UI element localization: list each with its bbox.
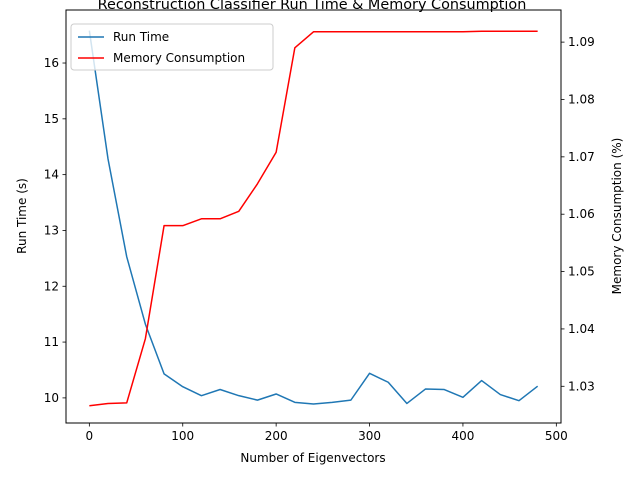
legend-box <box>70 23 274 71</box>
y-right-tick-label: 1.06 <box>568 207 595 221</box>
legend-label: Memory Consumption <box>113 51 245 65</box>
y-right-tick-label: 1.09 <box>568 35 595 49</box>
x-axis-title: Number of Eigenvectors <box>240 451 385 465</box>
y-left-tick-label: 12 <box>44 279 59 293</box>
x-tick-label: 500 <box>545 429 568 443</box>
y-left-tick-label: 16 <box>44 56 59 70</box>
y-left-tick-label: 11 <box>44 335 59 349</box>
chart-title: Reconstruction Classifier Run Time & Mem… <box>98 0 527 13</box>
legend-label: Run Time <box>113 30 169 44</box>
x-tick-label: 100 <box>171 429 194 443</box>
y-right-tick-label: 1.03 <box>568 379 595 393</box>
x-tick-label: 0 <box>86 429 94 443</box>
y-left-tick-label: 15 <box>44 112 59 126</box>
y-right-tick-label: 1.08 <box>568 92 595 106</box>
x-tick-label: 300 <box>358 429 381 443</box>
plot-frame <box>65 9 562 424</box>
y-left-tick-label: 10 <box>44 391 59 405</box>
y-right-tick-label: 1.05 <box>568 265 595 279</box>
legend: Run Time Memory Consumption <box>70 23 274 71</box>
y-axis-right-title: Memory Consumption (%) <box>610 138 624 295</box>
y-left-tick-label: 14 <box>44 168 59 182</box>
series-line-memory-consumption <box>89 30 538 407</box>
y-right-tick-label: 1.07 <box>568 150 595 164</box>
x-axis: 0 100 200 300 400 500 <box>86 423 568 443</box>
plot-area <box>88 30 539 407</box>
y-right-tick-label: 1.04 <box>568 322 595 336</box>
y-left-tick-label: 13 <box>44 223 59 237</box>
x-tick-label: 400 <box>451 429 474 443</box>
series-line-run-time <box>88 30 539 405</box>
y-axis-left: 10 11 12 13 14 15 16 <box>44 56 66 405</box>
y-axis-left-title: Run Time (s) <box>15 178 29 254</box>
y-axis-right: 1.03 1.04 1.05 1.06 1.07 1.08 1.09 <box>561 35 595 393</box>
x-tick-label: 200 <box>265 429 288 443</box>
